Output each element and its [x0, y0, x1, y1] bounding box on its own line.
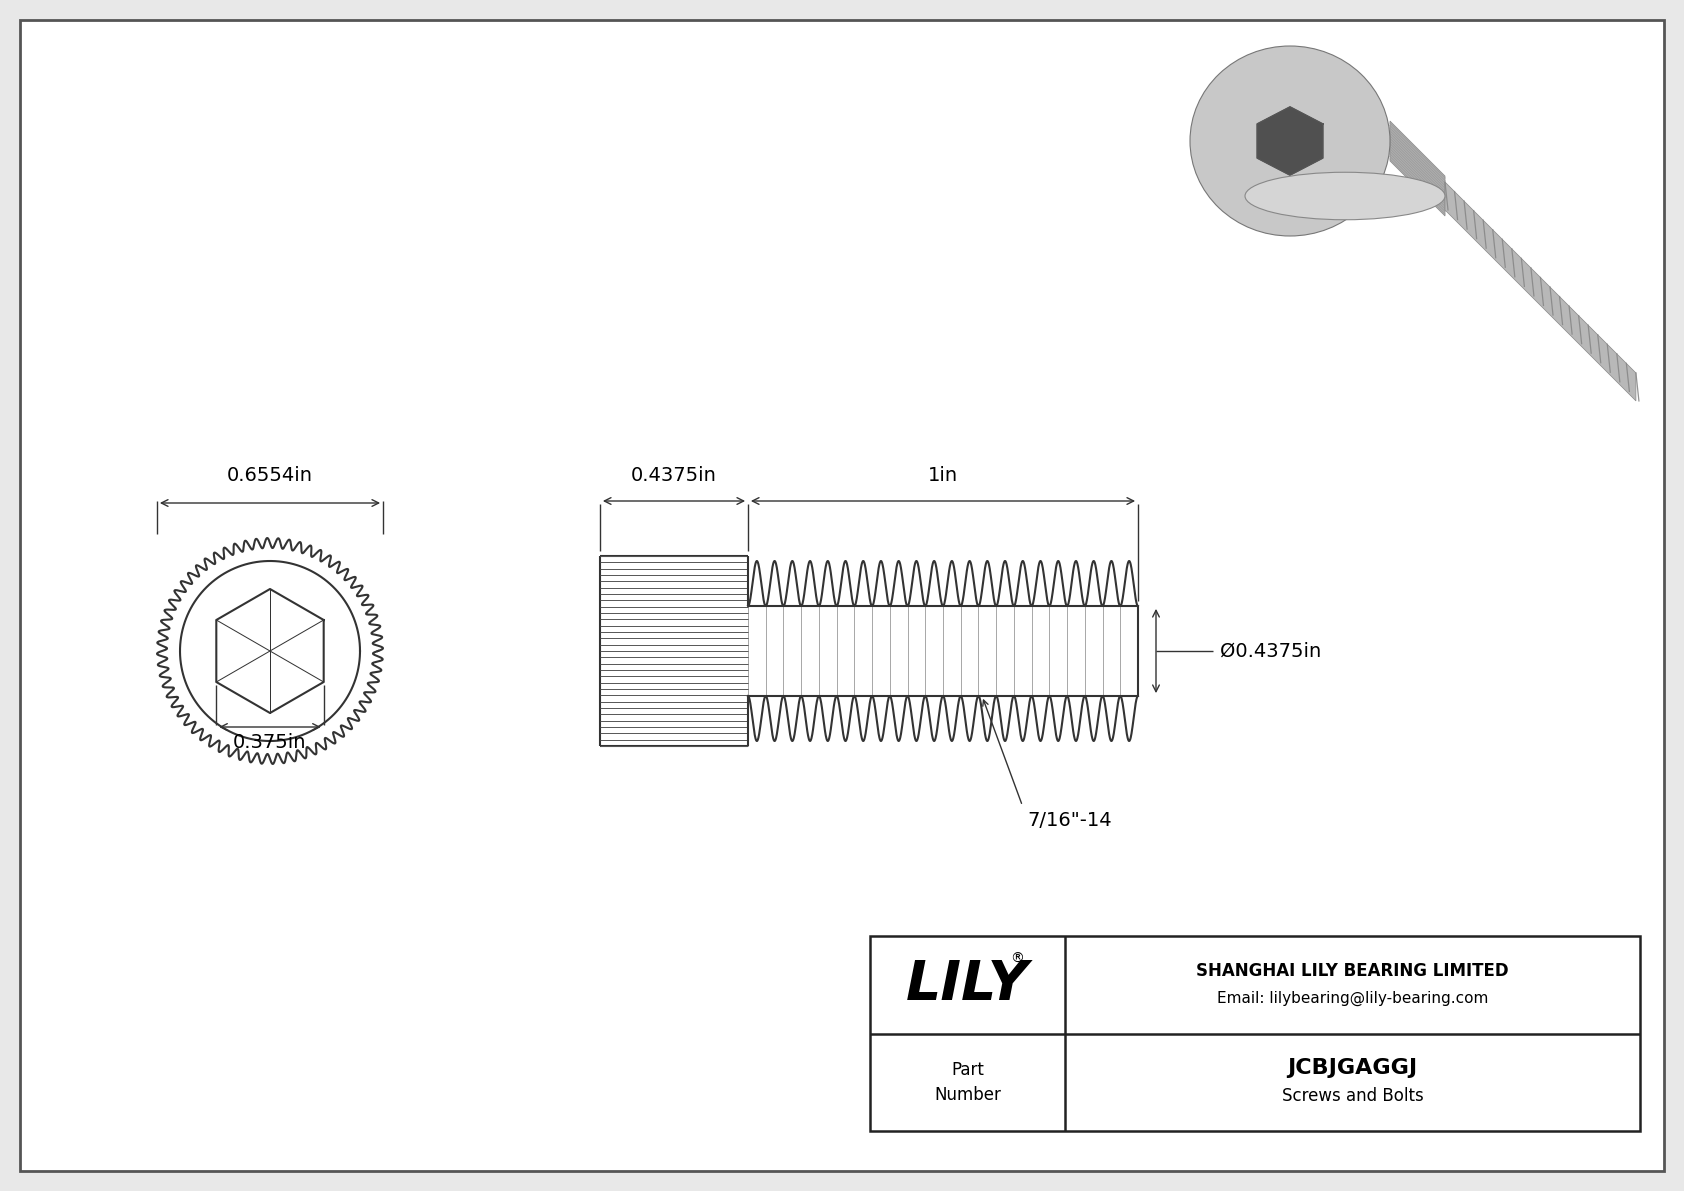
Bar — [871, 936, 1640, 1131]
Text: JCBJGAGGJ: JCBJGAGGJ — [1288, 1059, 1418, 1078]
Text: ®: ® — [1010, 952, 1024, 966]
Text: 0.6554in: 0.6554in — [227, 466, 313, 485]
Text: 7/16"-14: 7/16"-14 — [1027, 811, 1111, 830]
Text: Ø0.4375in: Ø0.4375in — [1219, 642, 1322, 661]
Text: LILY: LILY — [906, 958, 1029, 1011]
Text: 0.4375in: 0.4375in — [632, 466, 717, 485]
Ellipse shape — [1191, 46, 1389, 236]
Polygon shape — [1445, 182, 1635, 401]
Polygon shape — [1389, 121, 1445, 216]
Text: Screws and Bolts: Screws and Bolts — [1282, 1087, 1423, 1105]
Polygon shape — [1256, 107, 1324, 175]
Text: Part
Number: Part Number — [935, 1061, 1000, 1104]
Text: 0.375in: 0.375in — [234, 732, 306, 752]
Text: SHANGHAI LILY BEARING LIMITED: SHANGHAI LILY BEARING LIMITED — [1196, 962, 1509, 980]
Text: 1in: 1in — [928, 466, 958, 485]
Text: Email: lilybearing@lily-bearing.com: Email: lilybearing@lily-bearing.com — [1218, 991, 1489, 1006]
Ellipse shape — [1244, 173, 1445, 220]
